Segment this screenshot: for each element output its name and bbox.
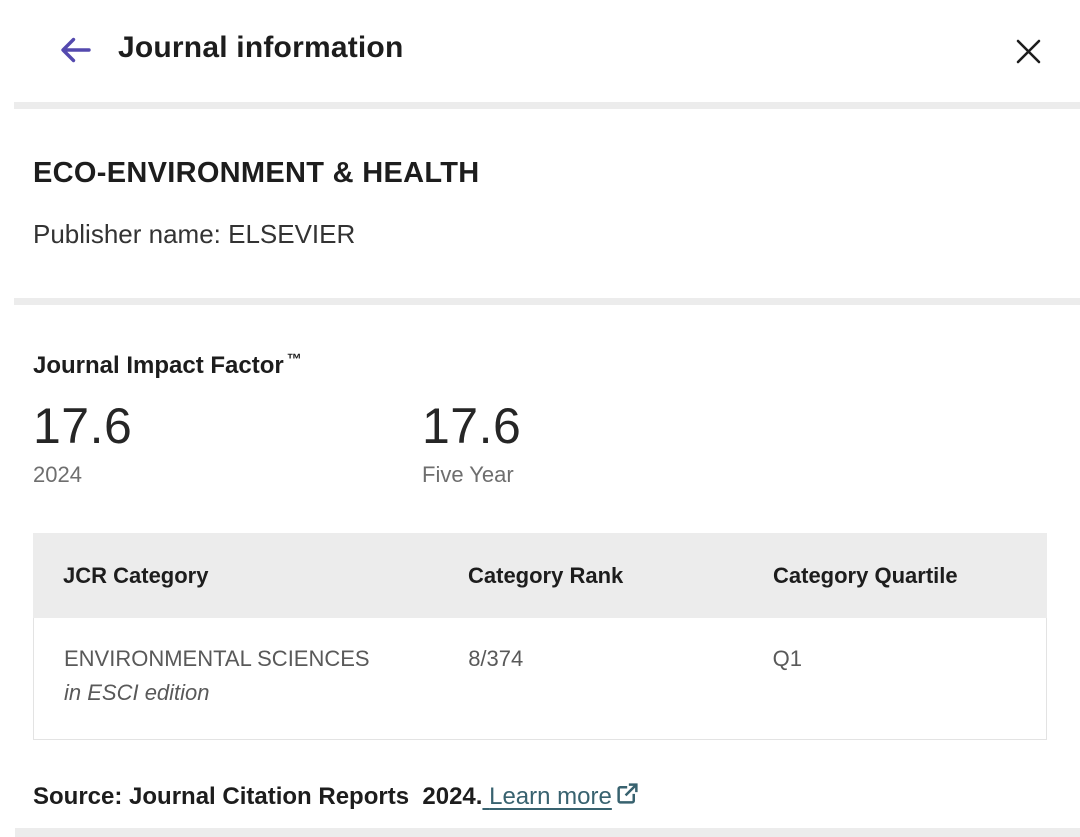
impact-factor-title: Journal Impact Factor ™: [33, 351, 302, 380]
section-divider: [14, 298, 1080, 305]
column-header-category-rank: Category Rank: [468, 562, 624, 588]
column-header-jcr-category: JCR Category: [63, 562, 209, 588]
close-icon: [1015, 38, 1042, 68]
category-edition: in ESCI edition: [64, 680, 210, 705]
source-line: Source: Journal Citation Reports 2024. L…: [33, 781, 640, 813]
journal-name: ECO-ENVIRONMENT & HEALTH: [33, 157, 480, 189]
bottom-divider: [15, 828, 1080, 837]
jcr-category-table: JCR Category Category Rank Category Quar…: [33, 533, 1047, 740]
impact-factor-metrics: 17.6 2024 17.6 Five Year: [33, 398, 811, 488]
cell-category-quartile: Q1: [772, 646, 802, 671]
cell-category-rank: 8/374: [468, 646, 524, 671]
back-arrow-icon: [58, 34, 94, 69]
impact-factor-title-text: Journal Impact Factor: [33, 352, 284, 379]
back-button[interactable]: [54, 30, 98, 72]
source-text: Source: Journal Citation Reports 2024.: [33, 783, 483, 810]
external-link-icon: [615, 781, 640, 813]
table-row: ENVIRONMENTAL SCIENCES in ESCI edition 8…: [33, 618, 1047, 740]
learn-more-label: Learn more: [482, 783, 612, 810]
metric-value: 17.6: [33, 398, 133, 454]
metric-current-year: 17.6 2024: [33, 398, 422, 488]
column-header-category-quartile: Category Quartile: [773, 562, 958, 588]
table-header-row: JCR Category Category Rank Category Quar…: [33, 533, 1047, 618]
metric-five-year: 17.6 Five Year: [422, 398, 811, 488]
category-name: ENVIRONMENTAL SCIENCES: [64, 646, 370, 671]
trademark-symbol: ™: [286, 351, 302, 368]
page-title: Journal information: [118, 31, 404, 64]
metric-value: 17.6: [422, 398, 522, 454]
learn-more-link[interactable]: Learn more: [482, 781, 639, 813]
metric-label: 2024: [33, 461, 82, 487]
publisher-name: Publisher name: ELSEVIER: [33, 219, 356, 249]
metric-label: Five Year: [422, 461, 514, 487]
close-button[interactable]: [1008, 33, 1048, 73]
header-divider: [14, 102, 1080, 109]
cell-jcr-category: ENVIRONMENTAL SCIENCES in ESCI edition: [34, 618, 438, 739]
